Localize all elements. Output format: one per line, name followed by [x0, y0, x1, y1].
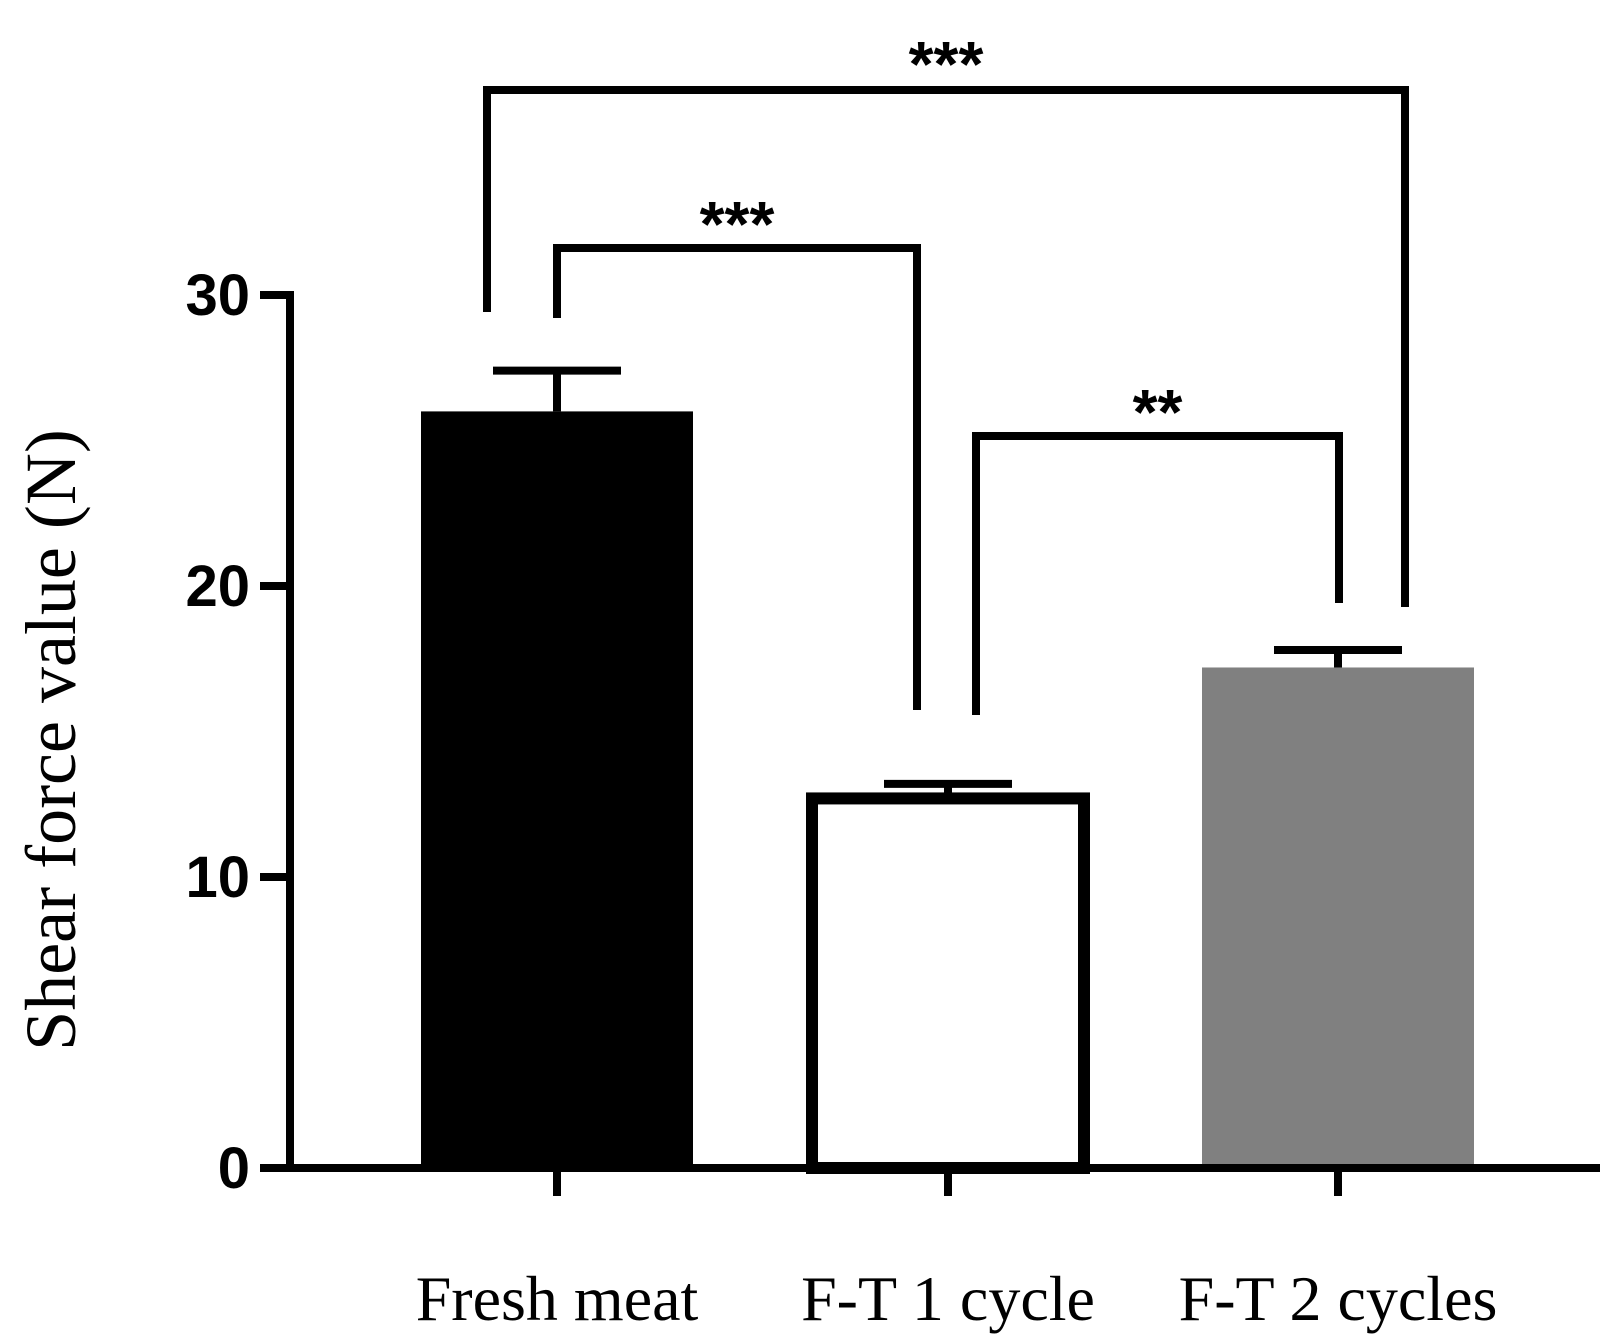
significance-label-3: ***: [909, 28, 984, 100]
x-tick-label-1: Fresh meat: [416, 1263, 699, 1334]
y-tick-label-10: 10: [185, 845, 250, 910]
y-tick-label-0: 0: [218, 1136, 250, 1201]
axes-layer: 0 10 20 30 Fresh meat F-T 1 cycle F-T 2 cycles: [185, 263, 1600, 1334]
significance-bracket-2: [972, 432, 1343, 715]
y-tick-label-20: 20: [185, 554, 250, 619]
significance-bracket-3: [483, 86, 1409, 607]
significance-layer: ********: [483, 28, 1409, 715]
y-tick-label-30: 30: [185, 263, 250, 328]
bar-2: [806, 792, 1090, 1174]
x-tick-label-3: F-T 2 cycles: [1179, 1263, 1498, 1334]
bar-1: [421, 411, 693, 1168]
significance-label-2: **: [1133, 376, 1183, 448]
significance-label-1: ***: [700, 188, 775, 260]
bars-layer: [421, 411, 1474, 1174]
x-tick-label-2: F-T 1 cycle: [801, 1263, 1095, 1334]
error-bars-layer: [493, 366, 1402, 799]
y-axis-title: Shear force value (N): [11, 429, 91, 1051]
bar-3: [1202, 667, 1474, 1168]
significance-bracket-1: [553, 244, 921, 710]
